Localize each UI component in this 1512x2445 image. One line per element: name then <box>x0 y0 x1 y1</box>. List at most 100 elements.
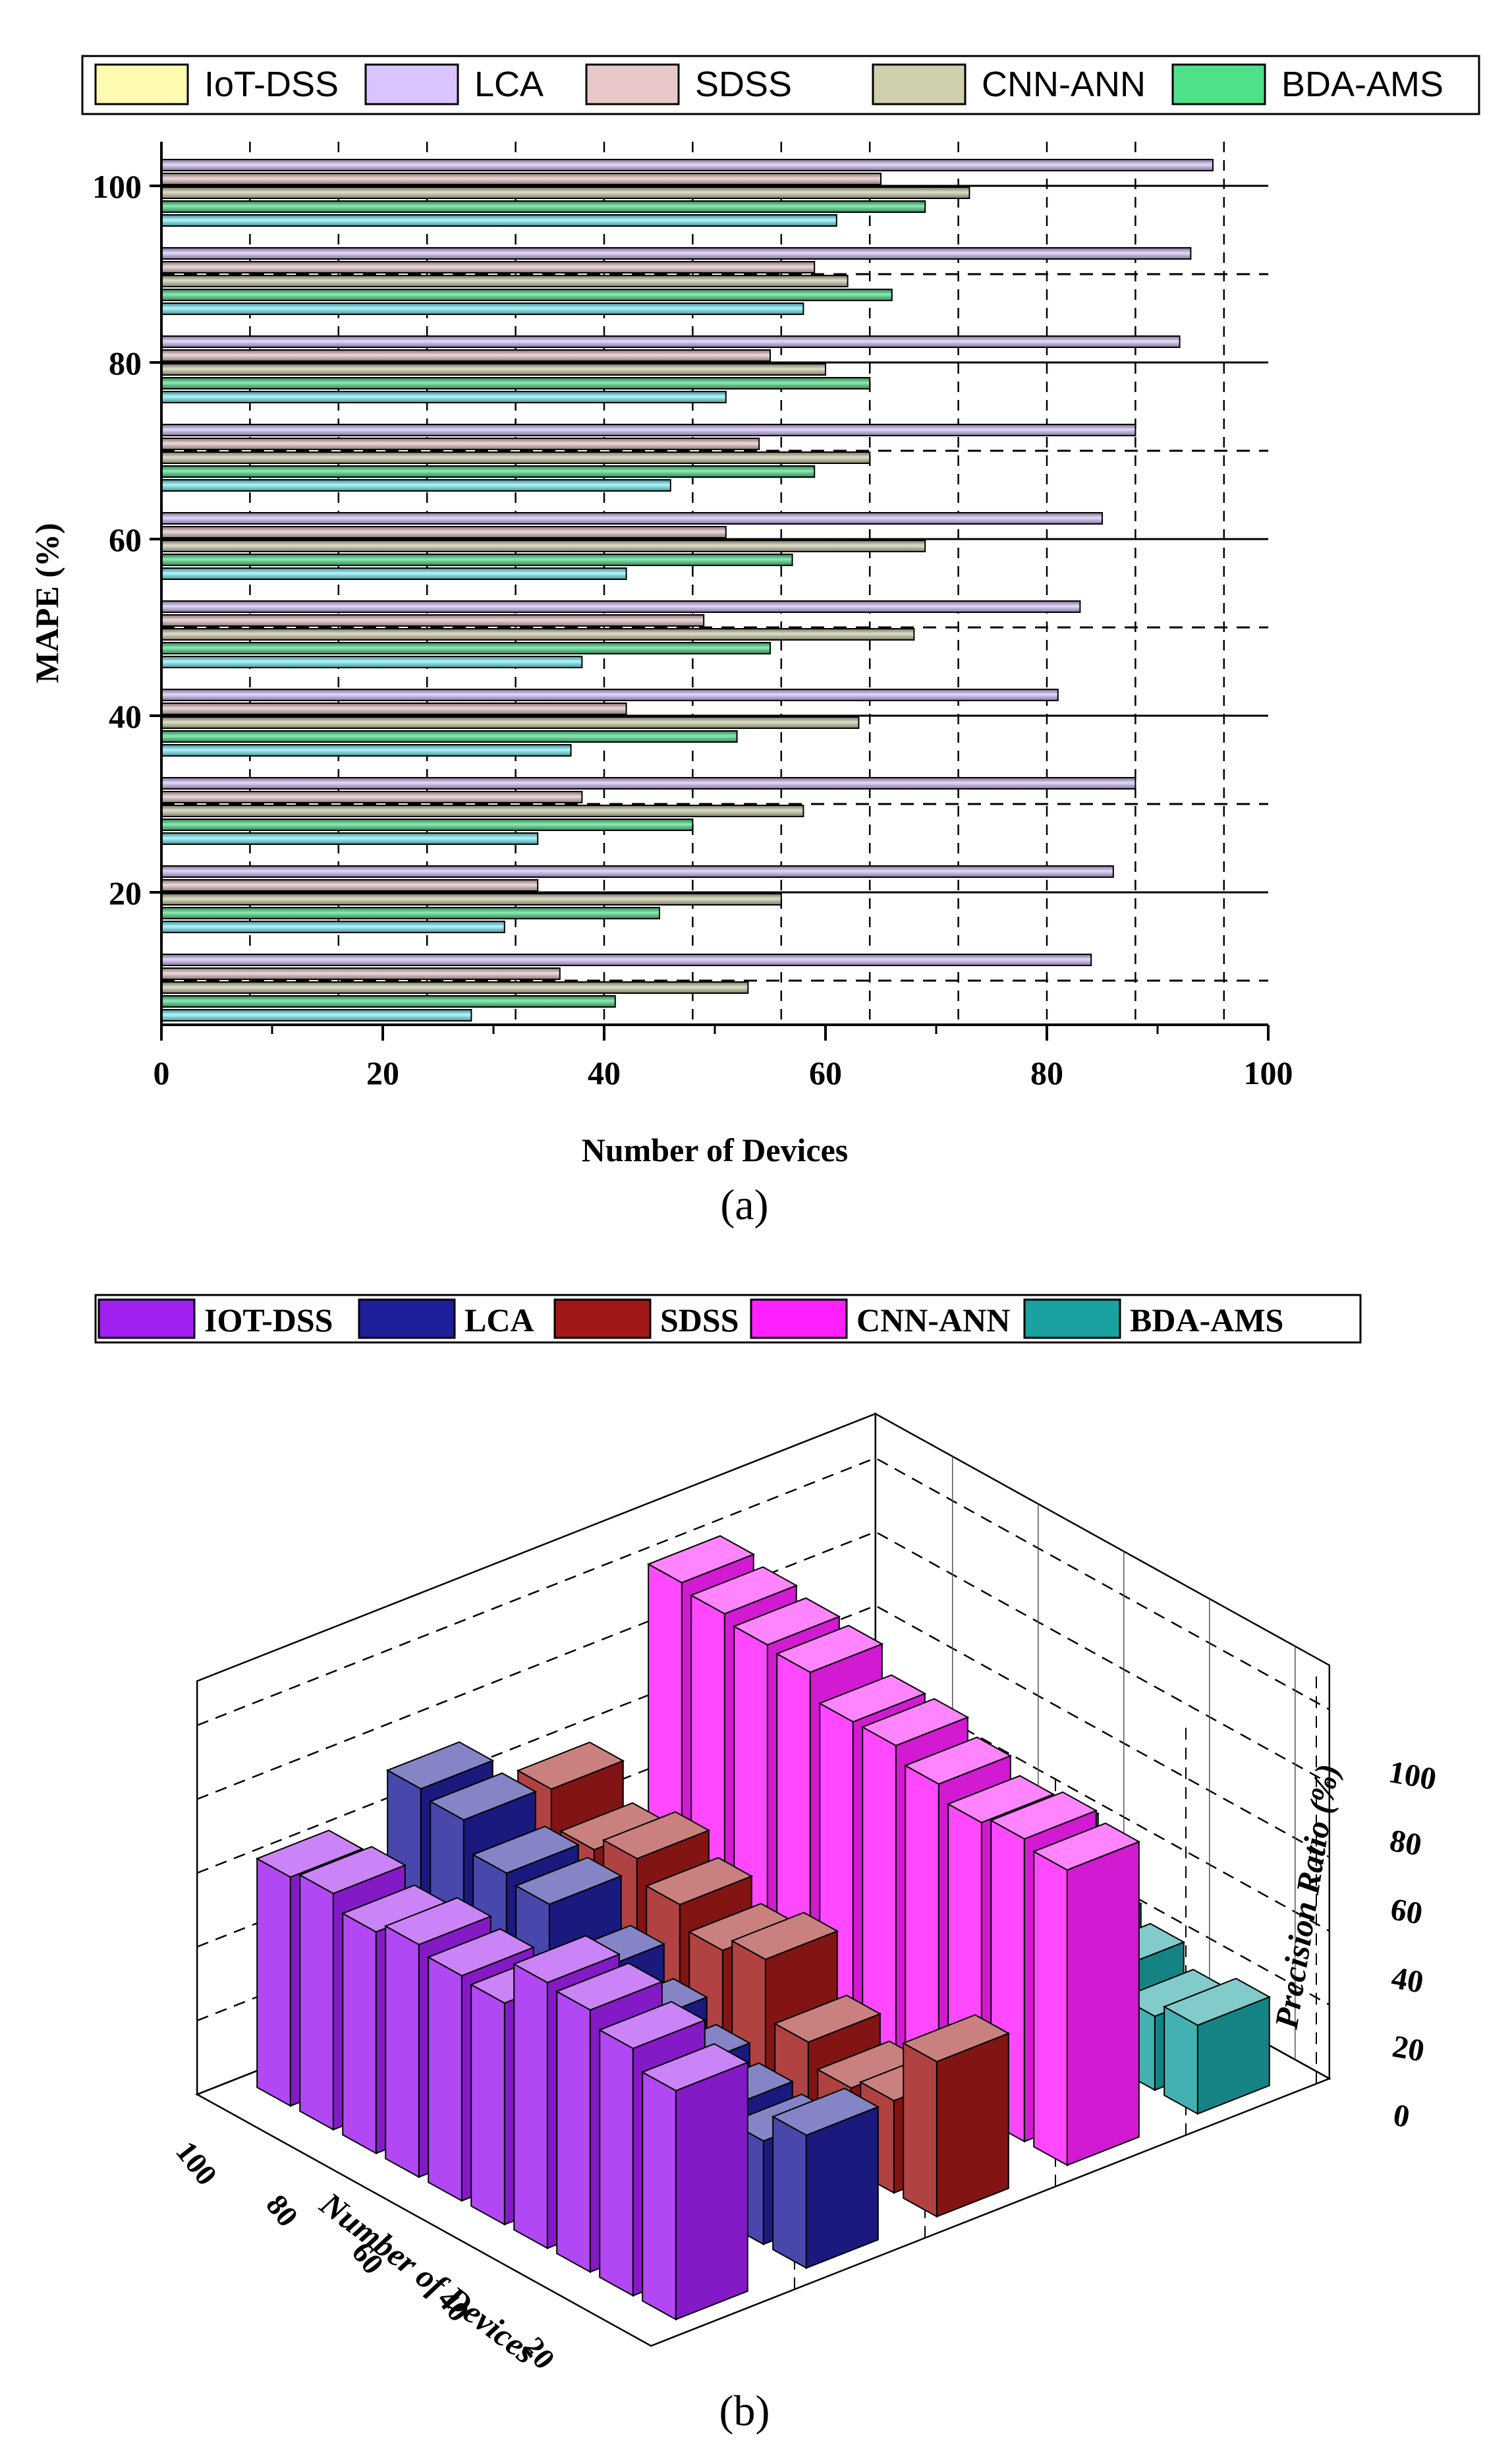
chart-a-bar <box>161 512 1103 525</box>
chart-a-bar <box>161 879 539 892</box>
chart-a-legend-swatch <box>585 63 680 105</box>
chart-a-bar <box>161 377 871 389</box>
chart-a-bar <box>161 614 705 627</box>
chart-b-bar <box>901 2014 1011 2218</box>
chart-a-legend: IoT-DSS LCA SDSS CNN-ANN BDA-AMS <box>81 55 1480 115</box>
chart-a-bar <box>161 173 882 185</box>
chart-a-bar <box>161 981 749 994</box>
chart-a-y-tick-label: 80 <box>109 345 142 382</box>
chart-a-bar <box>161 465 816 478</box>
chart-b-z-tick-label: 40 <box>1389 1960 1426 2000</box>
chart-a-bar <box>161 391 727 403</box>
chart-a-bar <box>161 744 572 757</box>
chart-b-z-tick-label: 80 <box>1387 1823 1424 1863</box>
chart-a-bar <box>161 689 1059 701</box>
chart-a-bar <box>161 159 1214 171</box>
chart-a-x-axis-label: Number of Devices <box>582 1132 849 1168</box>
chart-a-bar <box>161 819 694 831</box>
chart-a-legend-swatch <box>1171 63 1266 105</box>
chart-b-wall-gridline <box>196 1531 1330 1800</box>
chart-a-bar <box>161 805 804 817</box>
chart-b-bar <box>771 2087 880 2270</box>
chart-a-bar <box>161 187 970 199</box>
chart-a-bars <box>161 159 1214 1021</box>
chart-a-bar <box>161 642 771 654</box>
chart-a-bar <box>161 289 893 301</box>
chart-b-legend-label: CNN-ANN <box>856 1302 1010 1338</box>
chart-a-bar <box>161 995 616 1008</box>
chart-b-legend-swatch <box>750 1298 848 1339</box>
chart-a-legend-swatch <box>364 63 459 105</box>
chart-a-x-tick-label: 0 <box>154 1054 170 1091</box>
chart-a-y-tick-label: 60 <box>109 521 142 558</box>
chart-a-bar <box>161 628 915 641</box>
chart-b-legend-label: IOT-DSS <box>204 1302 333 1338</box>
chart-b-wall-gridline <box>196 1457 1330 1727</box>
chart-a-bar <box>161 567 627 580</box>
chart-a-y-tick-label: 40 <box>109 698 142 735</box>
chart-a-bar <box>161 424 1136 436</box>
chart-b-legend-swatch <box>1023 1298 1121 1339</box>
chart-a-bar <box>161 703 627 715</box>
chart-a-svg: IoT-DSS LCA SDSS CNN-ANN BDA-AMS 0 20 40 60 80 10… <box>28 55 1480 1229</box>
chart-a-y-axis-label: MAPE (%) <box>28 523 65 683</box>
chart-a-bar <box>161 540 926 552</box>
chart-a-bar <box>161 451 871 464</box>
chart-a-bar <box>161 526 727 538</box>
chart-a-bar <box>161 791 583 803</box>
chart-a-bar <box>161 865 1114 878</box>
chart-a-legend-label: SDSS <box>695 65 792 104</box>
chart-a-bar <box>161 600 1081 613</box>
chart-a-bar <box>161 349 771 362</box>
chart-b-legend-swatch <box>358 1298 456 1339</box>
chart-b-bar <box>640 2043 750 2321</box>
chart-a-legend-label: IoT-DSS <box>204 65 339 104</box>
chart-a-x-tick-label: 40 <box>588 1054 621 1091</box>
chart-a-bar <box>161 656 583 668</box>
chart-a-bar <box>161 200 926 213</box>
chart-b-z-tick-label: 100 <box>1386 1754 1439 1797</box>
chart-b-bars <box>255 1535 1272 2321</box>
chart-a-bar <box>161 363 826 376</box>
chart-a-bar <box>161 832 539 845</box>
chart-b-legend: IOT-DSS LCA SDSS CNN-ANN BDA-AMS <box>94 1294 1362 1344</box>
chart-b-bar <box>1032 1822 1141 2167</box>
chart-b-bar <box>1162 1978 1272 2115</box>
chart-b-legend-swatch <box>98 1298 196 1339</box>
chart-a-bar <box>161 302 804 315</box>
chart-b-svg: IOT-DSS LCA SDSS CNN-ANN BDA-AMS 02040608010… <box>0 1239 1512 2445</box>
chart-a-bar <box>161 275 849 287</box>
chart-b-legend-label: BDA-AMS <box>1130 1302 1283 1338</box>
chart-a-bar <box>161 247 1192 260</box>
chart-a-bar <box>161 438 760 450</box>
chart-a-bar <box>161 777 1136 790</box>
chart-a-bar <box>161 335 1181 348</box>
chart-a-bar <box>161 907 660 919</box>
chart-a-x-tick-label: 60 <box>809 1054 842 1091</box>
chart-a-bar <box>161 967 561 980</box>
chart-a-y-tick-label: 20 <box>109 875 142 911</box>
chart-a-bar <box>161 893 782 906</box>
chart-a-bar <box>161 479 671 492</box>
chart-a-legend-swatch <box>872 63 966 105</box>
chart-a-bar <box>161 554 793 566</box>
chart-a-bar <box>161 214 837 227</box>
chart-b-panel-label: (b) <box>719 2387 770 2435</box>
chart-a-x-tick-label: 100 <box>1244 1054 1293 1091</box>
chart-a-bar <box>161 954 1092 966</box>
chart-b-legend-swatch <box>553 1298 652 1339</box>
chart-a-panel-label: (a) <box>720 1181 768 1229</box>
chart-b-legend-box <box>94 1294 1362 1344</box>
chart-a-bar <box>161 921 505 933</box>
chart-b-z-tick-label: 20 <box>1390 2029 1427 2069</box>
chart-a-gridlines <box>161 142 1268 1025</box>
chart-a-legend-swatch <box>94 63 189 105</box>
chart-a-bar <box>161 261 816 273</box>
chart-a-legend-label: LCA <box>474 65 544 104</box>
chart-a-legend-label: CNN-ANN <box>982 65 1146 104</box>
chart-a-axes: 0 20 40 60 80 100 20 40 60 80 100 <box>92 142 1293 1091</box>
chart-a-x-tick-label: 80 <box>1030 1054 1063 1091</box>
chart-b-legend-label: SDSS <box>660 1302 739 1338</box>
chart-a-y-tick-label: 100 <box>92 168 142 205</box>
chart-a-legend-label: BDA-AMS <box>1281 65 1443 104</box>
